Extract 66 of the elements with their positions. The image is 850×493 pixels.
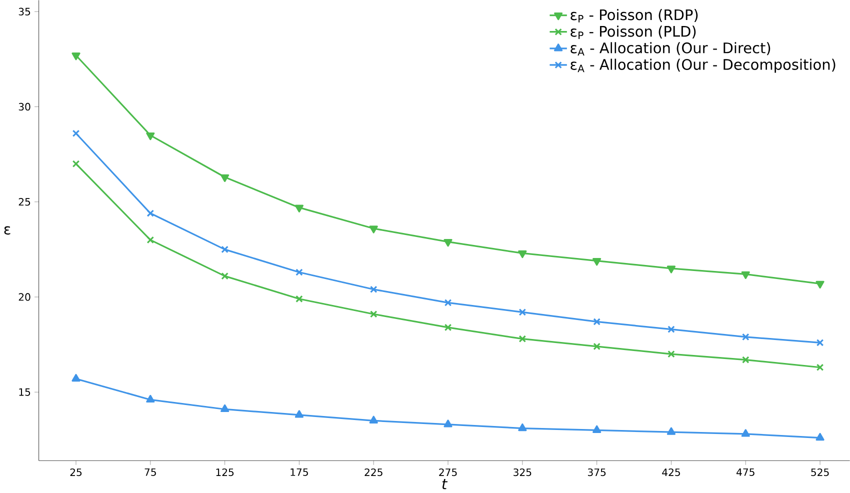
point xyxy=(146,210,154,218)
point xyxy=(444,239,452,247)
point xyxy=(72,130,80,138)
x-tick-label: 525 xyxy=(811,468,829,476)
legend-label: ε$_{P}$ - Poisson (RDP) xyxy=(570,9,698,23)
point xyxy=(816,339,824,347)
point xyxy=(444,299,452,307)
point xyxy=(518,424,527,432)
point xyxy=(741,272,750,280)
y-tick-label: 20 xyxy=(18,293,30,302)
x-tick-label: 25 xyxy=(70,468,82,476)
x-axis-title: t xyxy=(442,479,448,490)
point xyxy=(72,52,80,60)
point xyxy=(816,281,824,289)
x-tick-label: 475 xyxy=(736,468,754,476)
x-tick-label: 275 xyxy=(439,468,457,476)
point xyxy=(742,356,750,364)
point xyxy=(369,416,378,424)
point xyxy=(668,326,675,334)
point xyxy=(370,286,378,294)
x-tick-label: 225 xyxy=(364,468,382,476)
point xyxy=(666,427,676,436)
point xyxy=(518,308,526,316)
point xyxy=(592,258,602,266)
point xyxy=(370,310,378,318)
point xyxy=(444,420,452,428)
point xyxy=(593,318,600,326)
point xyxy=(742,334,750,341)
legend-label: ε$_{A}$ - Allocation (Our - Decomposition) xyxy=(570,58,836,73)
legend-label: ε$_{P}$ - Poisson (PLD) xyxy=(570,26,696,40)
point xyxy=(444,324,452,332)
point xyxy=(296,295,303,303)
y-tick-label: 25 xyxy=(18,198,30,206)
x-tick-label: 125 xyxy=(216,468,234,476)
point xyxy=(816,433,824,441)
point xyxy=(72,374,80,382)
y-axis-title: ε xyxy=(4,226,10,235)
point xyxy=(72,160,80,168)
point xyxy=(221,246,228,254)
point xyxy=(816,364,824,372)
x-tick-label: 375 xyxy=(588,468,606,476)
point xyxy=(741,429,750,438)
legend-label: ε$_{A}$ - Allocation (Our - Direct) xyxy=(570,42,770,56)
point xyxy=(146,395,155,403)
point xyxy=(221,272,228,280)
point xyxy=(518,250,527,258)
x-tick-label: 175 xyxy=(290,468,308,476)
point xyxy=(668,350,675,358)
point xyxy=(666,266,676,274)
y-tick-label: 30 xyxy=(18,103,30,111)
point xyxy=(593,343,600,350)
point xyxy=(369,226,378,234)
point xyxy=(296,268,303,276)
point xyxy=(146,132,155,140)
point xyxy=(146,236,154,244)
y-tick-label: 35 xyxy=(18,8,30,16)
point xyxy=(220,174,230,182)
x-tick-label: 75 xyxy=(144,468,156,476)
point xyxy=(294,410,304,418)
point xyxy=(294,204,304,213)
point xyxy=(518,335,526,343)
y-tick-label: 15 xyxy=(19,388,30,396)
x-tick-label: 425 xyxy=(662,468,680,476)
point xyxy=(592,426,602,434)
point xyxy=(220,404,230,412)
x-tick-label: 325 xyxy=(514,468,532,476)
